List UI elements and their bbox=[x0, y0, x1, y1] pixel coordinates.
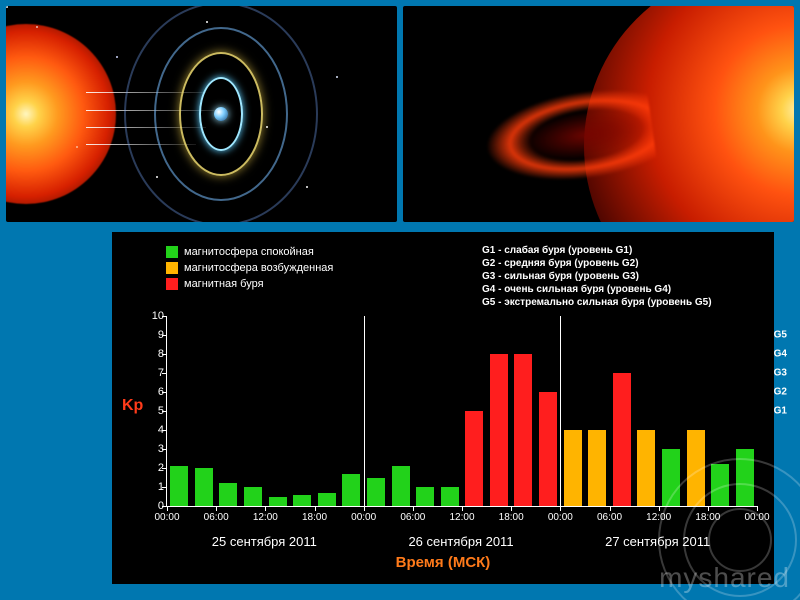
legend-label: магнитосфера спокойная bbox=[184, 244, 314, 260]
kp-bar bbox=[564, 430, 582, 506]
watermark: myshared bbox=[659, 562, 790, 594]
top-image-row bbox=[0, 0, 800, 228]
kp-bar bbox=[539, 392, 557, 506]
kp-bar bbox=[588, 430, 606, 506]
image-solar-wind-magnetosphere bbox=[6, 6, 397, 222]
date-label: 26 сентября 2011 bbox=[408, 534, 513, 549]
x-tick-label: 00:00 bbox=[744, 512, 769, 523]
kp-bar bbox=[293, 495, 311, 506]
g-scale-line: G1 - слабая буря (уровень G1) bbox=[482, 244, 712, 257]
date-label: 25 сентября 2011 bbox=[212, 534, 317, 549]
kp-bar bbox=[441, 487, 459, 506]
kp-bar bbox=[195, 468, 213, 506]
x-tick-label: 00:00 bbox=[548, 512, 573, 523]
legend-item: магнитная буря bbox=[166, 276, 333, 292]
kp-bar bbox=[342, 474, 360, 506]
g-scale-line: G2 - средняя буря (уровень G2) bbox=[482, 257, 712, 270]
kp-bar bbox=[637, 430, 655, 506]
g-level-label: G5 bbox=[774, 330, 787, 341]
x-tick-label: 18:00 bbox=[302, 512, 327, 523]
kp-bar bbox=[687, 430, 705, 506]
kp-bar bbox=[416, 487, 434, 506]
g-scale-legend: G1 - слабая буря (уровень G1) G2 - средн… bbox=[482, 244, 712, 309]
legend-item: магнитосфера возбужденная bbox=[166, 260, 333, 276]
x-tick-label: 18:00 bbox=[499, 512, 524, 523]
g-level-label: G3 bbox=[774, 368, 787, 379]
x-tick-label: 06:00 bbox=[400, 512, 425, 523]
x-tick-label: 12:00 bbox=[253, 512, 278, 523]
kp-bar bbox=[613, 373, 631, 506]
kp-bar bbox=[711, 464, 729, 506]
day-divider bbox=[560, 316, 561, 506]
sun-icon bbox=[6, 24, 116, 204]
x-tick-label: 00:00 bbox=[154, 512, 179, 523]
legend-swatch bbox=[166, 246, 178, 258]
kp-bar bbox=[367, 478, 385, 507]
kp-bar bbox=[465, 411, 483, 506]
legend-item: магнитосфера спокойная bbox=[166, 244, 333, 260]
legend-label: магнитная буря bbox=[184, 276, 264, 292]
x-tick-label: 00:00 bbox=[351, 512, 376, 523]
x-tick-label: 12:00 bbox=[449, 512, 474, 523]
kp-bar bbox=[318, 493, 336, 506]
legend-swatch bbox=[166, 262, 178, 274]
day-divider bbox=[364, 316, 365, 506]
kp-bar bbox=[490, 354, 508, 506]
g-level-label: G4 bbox=[774, 349, 787, 360]
plot-area: G1G2G3G4G500:0006:0012:0018:0000:0006:00… bbox=[166, 316, 757, 507]
g-scale-line: G5 - экстремально сильная буря (уровень … bbox=[482, 296, 712, 309]
x-tick-label: 12:00 bbox=[646, 512, 671, 523]
kp-bar bbox=[736, 449, 754, 506]
x-tick-label: 06:00 bbox=[204, 512, 229, 523]
g-level-label: G1 bbox=[774, 406, 787, 417]
earth-icon bbox=[214, 107, 228, 121]
kp-chart-panel: магнитосфера спокойная магнитосфера возб… bbox=[112, 232, 774, 584]
g-level-label: G2 bbox=[774, 387, 787, 398]
g-scale-line: G3 - сильная буря (уровень G3) bbox=[482, 270, 712, 283]
kp-bar bbox=[392, 466, 410, 506]
legend-states: магнитосфера спокойная магнитосфера возб… bbox=[166, 244, 333, 292]
date-label: 27 сентября 2011 bbox=[605, 534, 710, 549]
image-solar-flare bbox=[403, 6, 794, 222]
x-tick-label: 06:00 bbox=[597, 512, 622, 523]
kp-bar bbox=[269, 497, 287, 507]
kp-bar bbox=[244, 487, 262, 506]
kp-bar bbox=[662, 449, 680, 506]
g-scale-line: G4 - очень сильная буря (уровень G4) bbox=[482, 283, 712, 296]
y-axis-label: Kp bbox=[122, 397, 143, 415]
legend-label: магнитосфера возбужденная bbox=[184, 260, 333, 276]
x-tick-label: 18:00 bbox=[695, 512, 720, 523]
kp-bar bbox=[170, 466, 188, 506]
legend-swatch bbox=[166, 278, 178, 290]
kp-bar bbox=[219, 483, 237, 506]
kp-bar bbox=[514, 354, 532, 506]
